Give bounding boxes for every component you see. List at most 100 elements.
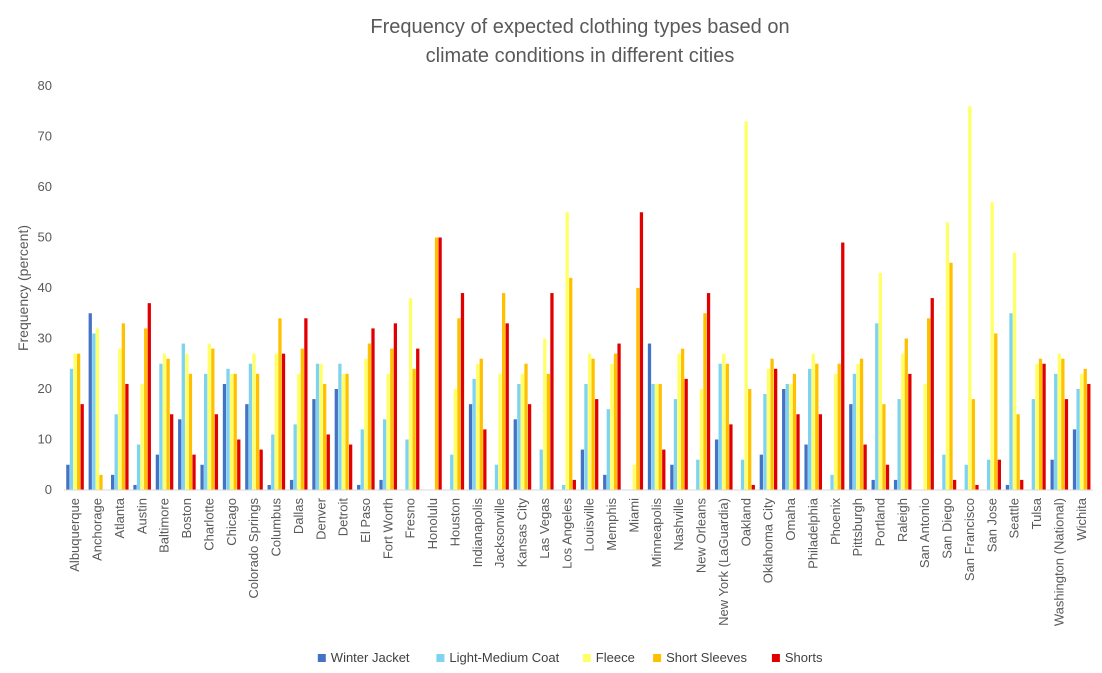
bar	[684, 378, 688, 490]
legend-swatch	[436, 654, 445, 662]
bar	[92, 333, 96, 490]
bar	[114, 414, 118, 490]
bar	[289, 479, 294, 490]
bar	[159, 363, 163, 490]
bar	[144, 328, 148, 490]
bar	[923, 383, 927, 490]
bar	[76, 353, 81, 490]
bar	[759, 454, 763, 490]
bar	[95, 328, 100, 490]
bar	[830, 474, 834, 490]
bar	[416, 348, 420, 490]
bar	[1054, 373, 1058, 490]
x-tick-label: Nashville	[671, 498, 686, 551]
bar	[408, 298, 413, 490]
x-tick-label: Anchorage	[90, 498, 105, 561]
bar	[964, 464, 968, 490]
bar	[904, 338, 908, 490]
bar	[837, 363, 841, 490]
legend-label: Winter Jacket	[331, 650, 410, 665]
bar	[200, 464, 204, 490]
bar	[386, 373, 390, 490]
bar	[971, 399, 976, 490]
bar	[994, 333, 998, 490]
bar	[110, 474, 115, 490]
x-tick-label: Boston	[179, 498, 194, 538]
bar	[498, 373, 502, 490]
bar	[379, 479, 383, 490]
bar	[655, 383, 659, 490]
x-tick-label: San Antonio	[917, 498, 932, 568]
x-tick-label: Denver	[313, 497, 328, 540]
bar	[662, 449, 666, 490]
x-tick-label: Indianapolis	[470, 498, 485, 568]
bar	[192, 454, 196, 490]
bar	[315, 363, 320, 490]
series-short-sleeves	[76, 237, 1087, 490]
bar	[677, 353, 681, 490]
bar	[639, 212, 644, 490]
bar	[751, 484, 755, 490]
bar	[606, 409, 610, 490]
bar	[494, 464, 499, 490]
x-tick-label: Oklahoma City	[761, 498, 776, 584]
bar	[166, 358, 170, 490]
bar	[1064, 399, 1069, 490]
x-tick-label: Pittsburgh	[850, 498, 865, 557]
bar	[673, 399, 678, 490]
y-tick-label: 0	[45, 482, 52, 497]
bar	[849, 404, 853, 490]
series-light-medium-coat	[69, 313, 1080, 490]
bar	[882, 404, 886, 490]
bar	[1072, 429, 1077, 490]
chart-title-line-2: climate conditions in different cities	[426, 45, 735, 67]
bar	[1076, 389, 1080, 490]
bar	[300, 348, 304, 490]
bar	[259, 449, 263, 490]
bar	[147, 303, 151, 490]
bar	[278, 318, 282, 490]
bar	[543, 338, 547, 490]
bar	[1031, 399, 1035, 490]
bar	[155, 454, 159, 490]
x-tick-label: Las Vegas	[537, 498, 552, 559]
bar	[636, 288, 640, 490]
x-tick-label: Austin	[134, 498, 149, 534]
bar	[281, 353, 286, 490]
bar	[651, 383, 655, 490]
bar	[319, 363, 323, 490]
bar	[181, 343, 185, 490]
x-tick-label: Albuquerque	[67, 498, 82, 572]
bar	[1087, 383, 1091, 490]
bar	[811, 353, 815, 490]
bar	[766, 368, 771, 490]
bar	[1020, 479, 1024, 490]
bar	[125, 383, 129, 490]
bar	[274, 353, 278, 490]
bar	[162, 353, 167, 490]
bar	[893, 479, 898, 490]
bar	[696, 459, 700, 490]
bar	[393, 323, 398, 490]
legend-swatch	[317, 654, 326, 662]
bar	[952, 479, 957, 490]
bar	[901, 353, 905, 490]
bar	[546, 373, 551, 490]
bar	[438, 237, 442, 490]
bar	[390, 348, 394, 490]
x-tick-label: Colorado Springs	[246, 498, 261, 599]
bar	[584, 383, 588, 490]
bar	[658, 383, 662, 490]
x-tick-label: Miami	[626, 498, 641, 533]
x-tick-label: Charlotte	[201, 498, 216, 551]
y-tick-label: 80	[38, 78, 52, 93]
bar	[527, 404, 532, 490]
bar	[897, 399, 901, 490]
x-tick-label: New Orleans	[694, 498, 709, 574]
bar	[714, 439, 719, 490]
bar	[1050, 459, 1054, 490]
bar	[237, 439, 241, 490]
bar	[121, 323, 125, 490]
bar	[513, 419, 517, 490]
